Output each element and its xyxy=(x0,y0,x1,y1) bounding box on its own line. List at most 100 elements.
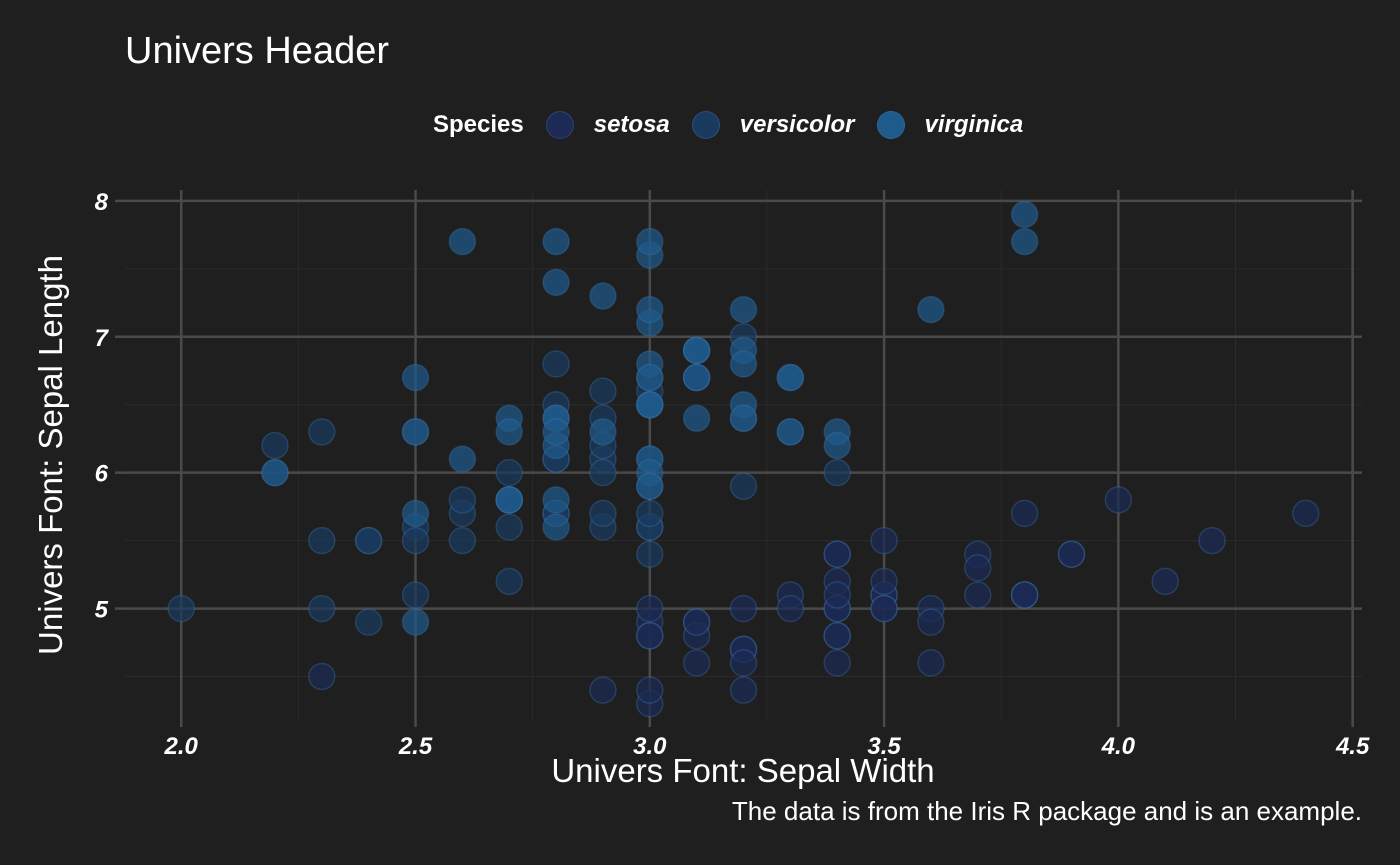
data-point-setosa xyxy=(870,567,898,596)
data-point-versicolor xyxy=(448,526,477,555)
data-point-versicolor xyxy=(308,594,336,623)
chart-caption: The data is from the Iris R package and … xyxy=(731,796,1362,826)
data-point-virginica xyxy=(542,513,570,541)
data-point-virginica xyxy=(1010,227,1039,256)
legend-item-setosa: setosa xyxy=(545,111,670,139)
data-point-virginica xyxy=(401,499,430,528)
y-tick-label: 6 xyxy=(95,461,109,488)
data-point-virginica xyxy=(682,404,711,433)
data-point-setosa xyxy=(823,621,851,650)
x-tick-label: 3.0 xyxy=(633,733,667,760)
data-point-setosa xyxy=(729,594,758,623)
x-axis-title: Univers Font: Sepal Width xyxy=(551,752,934,789)
data-point-setosa xyxy=(636,676,664,704)
data-point-versicolor xyxy=(589,377,617,405)
data-point-setosa xyxy=(636,594,664,623)
data-point-virginica xyxy=(636,295,664,324)
legend-title: Species xyxy=(433,111,524,138)
data-point-virginica xyxy=(542,227,570,256)
data-point-setosa xyxy=(823,649,851,677)
data-point-setosa xyxy=(308,662,336,691)
legend-label-virginica: virginica xyxy=(924,111,1024,138)
legend-key-virginica xyxy=(876,111,905,139)
data-point-virginica xyxy=(729,295,758,324)
data-point-virginica xyxy=(682,363,711,392)
data-point-virginica xyxy=(542,418,570,446)
data-point-setosa xyxy=(823,540,851,568)
data-point-setosa xyxy=(870,526,898,555)
data-point-versicolor xyxy=(401,581,430,609)
data-point-virginica xyxy=(682,336,711,365)
data-point-setosa xyxy=(1151,567,1179,596)
data-point-virginica xyxy=(823,431,851,460)
y-tick-label: 5 xyxy=(95,597,109,624)
data-point-setosa xyxy=(1292,499,1320,528)
data-point-versicolor xyxy=(495,513,523,541)
data-point-setosa xyxy=(870,594,898,623)
legend: Species setosa versicolor virginica xyxy=(433,108,1045,142)
data-point-versicolor xyxy=(354,608,383,636)
data-point-setosa xyxy=(729,649,758,677)
data-point-versicolor xyxy=(823,458,851,487)
data-point-virginica xyxy=(401,363,430,392)
data-point-setosa xyxy=(917,649,945,677)
data-point-virginica xyxy=(495,418,523,446)
data-point-setosa xyxy=(1010,499,1039,528)
data-point-setosa xyxy=(1010,581,1039,609)
data-point-virginica xyxy=(495,486,523,514)
data-point-versicolor xyxy=(261,431,289,460)
data-points xyxy=(167,200,1320,718)
data-point-versicolor xyxy=(308,418,336,446)
data-point-virginica xyxy=(1010,200,1039,229)
data-point-versicolor xyxy=(167,594,195,623)
data-point-setosa xyxy=(1104,486,1133,514)
data-point-virginica xyxy=(729,350,758,378)
data-point-virginica xyxy=(776,418,805,446)
data-point-virginica xyxy=(401,608,430,636)
data-point-setosa xyxy=(917,608,945,636)
data-point-versicolor xyxy=(354,526,383,555)
data-point-setosa xyxy=(729,676,758,704)
legend-item-versicolor: versicolor xyxy=(691,111,855,139)
data-point-setosa xyxy=(1198,526,1226,555)
x-tick-label: 2.0 xyxy=(164,733,199,760)
y-axis-title: Univers Font: Sepal Length xyxy=(32,255,69,655)
legend-key-versicolor xyxy=(691,111,720,139)
data-point-setosa xyxy=(964,554,992,582)
data-point-virginica xyxy=(542,486,570,514)
data-point-setosa xyxy=(636,621,664,650)
legend-label-versicolor: versicolor xyxy=(739,111,855,138)
data-point-versicolor xyxy=(589,499,617,528)
data-point-versicolor xyxy=(542,350,570,378)
data-point-setosa xyxy=(823,581,851,609)
data-point-setosa xyxy=(1057,540,1086,568)
x-tick-label: 2.5 xyxy=(398,733,433,760)
data-point-setosa xyxy=(776,594,805,623)
data-point-versicolor xyxy=(636,499,664,528)
data-point-setosa xyxy=(682,649,711,677)
data-point-virginica xyxy=(261,458,289,487)
data-point-versicolor xyxy=(401,526,430,555)
data-point-versicolor xyxy=(636,540,664,568)
data-point-virginica xyxy=(448,227,477,256)
x-tick-label: 3.5 xyxy=(867,733,901,760)
data-point-setosa xyxy=(682,608,711,636)
data-point-setosa xyxy=(589,676,617,704)
data-point-versicolor xyxy=(495,458,523,487)
x-tick-label: 4.5 xyxy=(1335,733,1370,760)
legend-key-setosa xyxy=(545,111,574,139)
data-point-virginica xyxy=(636,472,664,501)
data-point-versicolor xyxy=(589,458,617,487)
data-point-setosa xyxy=(964,581,992,609)
data-point-virginica xyxy=(636,363,664,392)
data-point-virginica xyxy=(636,227,664,256)
data-point-virginica xyxy=(729,404,758,433)
data-point-versicolor xyxy=(729,472,758,501)
legend-item-virginica: virginica xyxy=(876,111,1024,139)
data-point-virginica xyxy=(776,363,805,392)
y-tick-label: 8 xyxy=(95,189,109,216)
data-point-virginica xyxy=(542,268,570,297)
legend-label-setosa: setosa xyxy=(593,111,670,138)
data-point-virginica xyxy=(917,295,945,324)
